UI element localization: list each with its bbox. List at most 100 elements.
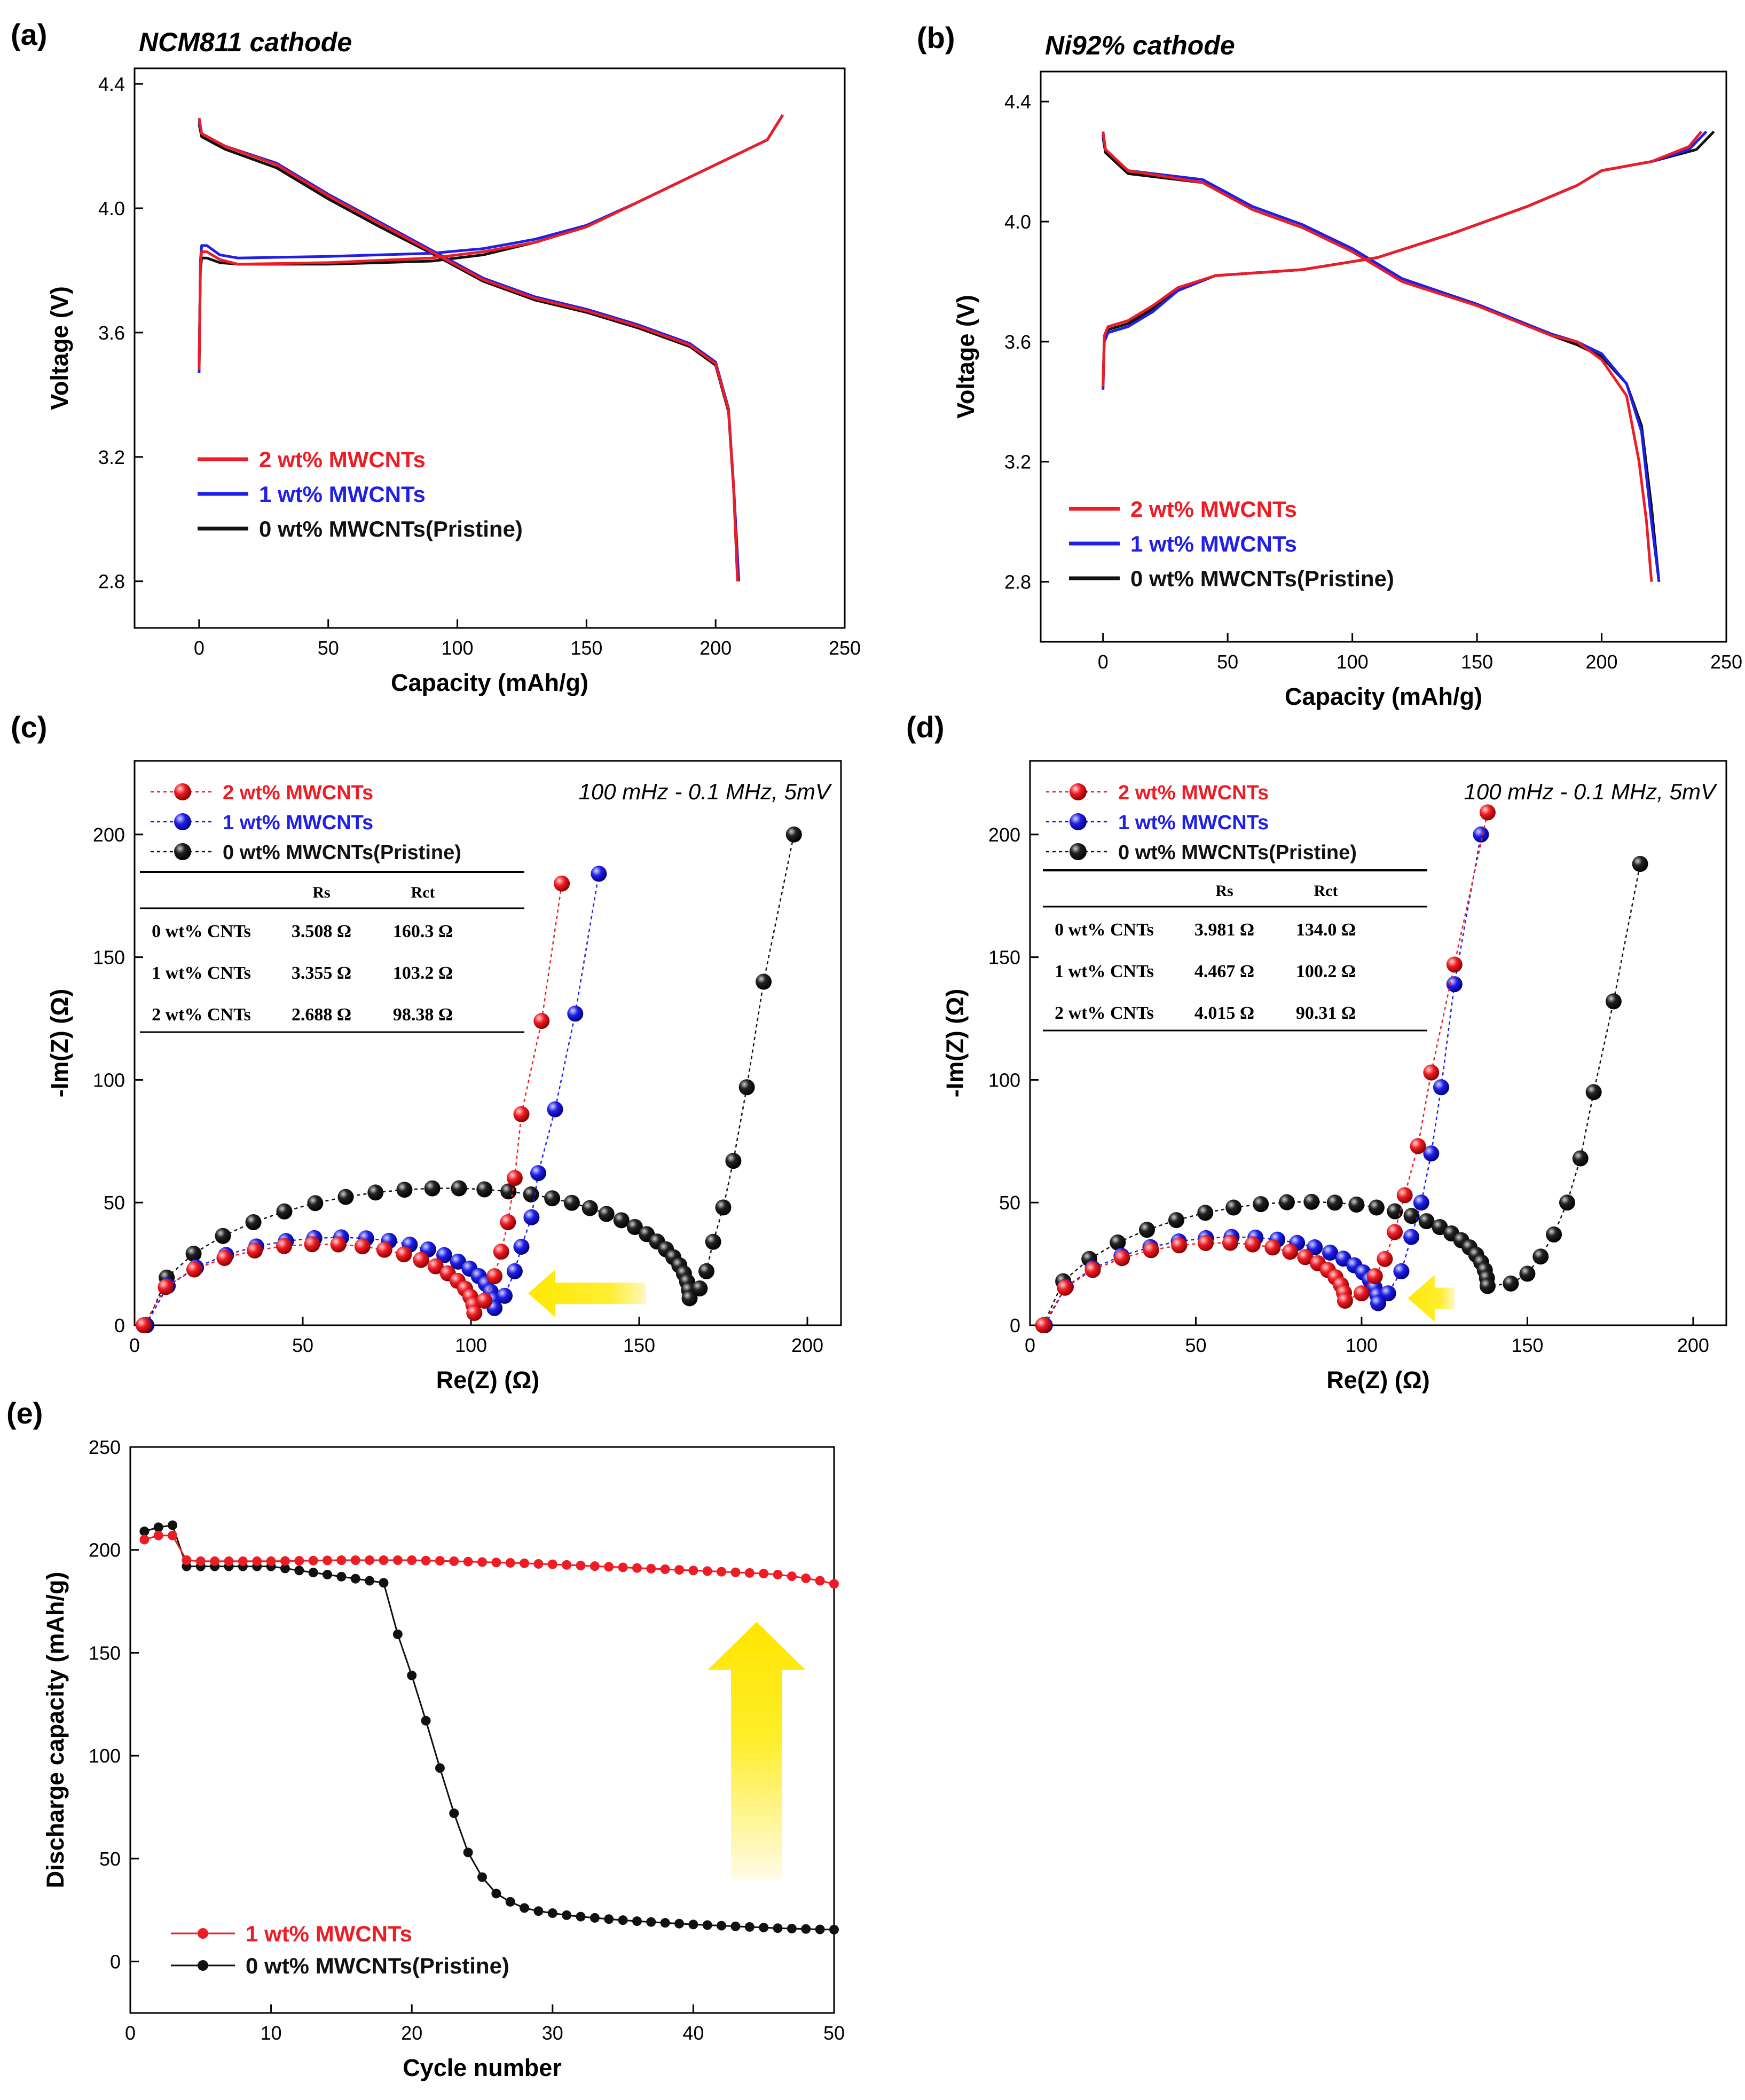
data-point-black — [1387, 1203, 1403, 1220]
panel-label: (c) — [11, 710, 47, 744]
table-header: Rs — [1215, 882, 1233, 900]
data-point-black — [1278, 1194, 1295, 1210]
data-point-blue — [506, 1263, 523, 1279]
y-tick-label: 2.8 — [98, 571, 125, 593]
panel-b: 0 50 100 150 200 250 2.8 3.2 3.6 4.0 4.4 Capacity (… — [917, 21, 1742, 710]
data-point-black — [1326, 1194, 1343, 1211]
data-point-blue — [1433, 1079, 1449, 1096]
data-point-blue — [513, 1238, 530, 1255]
data-point-blue — [1322, 1244, 1339, 1261]
data-point-red — [787, 1571, 797, 1582]
x-tick-label: 0 — [125, 2022, 136, 2044]
data-point-black — [759, 1923, 769, 1933]
panel-title: Ni92% cathode — [1045, 30, 1235, 60]
series-line-red — [144, 1535, 835, 1585]
y-axis-label: -Im(Z) (Ω) — [46, 989, 73, 1098]
y-tick-label: 3.2 — [98, 446, 125, 468]
data-point-red — [323, 1555, 333, 1566]
data-point-black — [463, 1847, 473, 1858]
data-point-red — [730, 1567, 741, 1577]
data-point-red — [1197, 1235, 1214, 1252]
data-point-black — [738, 1079, 755, 1096]
x-tick-label: 250 — [829, 637, 861, 659]
series-line-black — [144, 1524, 835, 1931]
x-tick-label: 200 — [791, 1334, 823, 1356]
data-point-black — [773, 1923, 783, 1933]
data-point-black — [544, 1190, 561, 1207]
data-point-blue — [1370, 1295, 1386, 1311]
y-tick-label: 0 — [114, 1315, 125, 1336]
data-point-blue — [567, 1005, 584, 1022]
data-point-black — [674, 1918, 685, 1929]
y-tick-label: 150 — [89, 1642, 121, 1664]
data-point-red — [815, 1576, 825, 1586]
data-point-black — [1253, 1196, 1269, 1213]
data-point-red — [216, 1249, 233, 1266]
data-point-red — [1244, 1236, 1261, 1253]
legend-marker-black — [1070, 843, 1087, 860]
data-point-black — [533, 1906, 544, 1916]
data-point-black — [598, 1206, 615, 1222]
data-point-black — [421, 1716, 431, 1726]
y-tick-label: 200 — [988, 824, 1020, 846]
x-tick-label: 50 — [1185, 1334, 1206, 1356]
data-point-red — [336, 1555, 347, 1565]
data-point-black — [1519, 1265, 1536, 1282]
data-point-red — [168, 1530, 178, 1540]
y-axis-label: Voltage (V) — [952, 295, 979, 419]
data-point-black — [730, 1921, 741, 1931]
data-point-red — [506, 1170, 523, 1186]
data-point-red — [304, 1236, 320, 1253]
data-point-black — [787, 1923, 797, 1933]
data-point-red — [477, 1557, 487, 1567]
shift-arrow — [528, 1270, 646, 1317]
data-point-black — [337, 1189, 354, 1205]
table-row-label: 2 wt% CNTs — [152, 1005, 251, 1025]
data-point-red — [427, 1258, 444, 1275]
data-point-black — [1559, 1194, 1575, 1211]
x-tick-label: 200 — [699, 637, 732, 659]
data-point-red — [153, 1530, 163, 1540]
data-point-red — [224, 1556, 234, 1566]
data-point-black — [715, 1199, 732, 1216]
data-point-red — [1057, 1279, 1073, 1296]
table-cell: 4.015 Ω — [1194, 1003, 1254, 1023]
x-tick-label: 50 — [1217, 651, 1238, 673]
data-point-red — [589, 1561, 600, 1571]
plot-frame — [1040, 70, 1727, 643]
panel-e: 0 10 20 30 40 50 0 50 100 150 200 250 Cycle number Di… — [6, 1396, 845, 2081]
shift-arrow — [1408, 1275, 1455, 1322]
data-point-black — [1403, 1208, 1420, 1224]
y-tick-label: 4.0 — [1004, 211, 1031, 233]
y-tick-label: 50 — [99, 1848, 121, 1870]
data-point-red — [533, 1013, 550, 1029]
table-header: Rs — [312, 884, 330, 901]
data-point-red — [491, 1558, 501, 1568]
data-point-red — [476, 1293, 493, 1309]
data-point-red — [1337, 1293, 1353, 1309]
data-point-blue — [530, 1165, 546, 1182]
data-point-red — [1353, 1285, 1370, 1302]
data-point-black — [1605, 993, 1622, 1010]
data-point-red — [801, 1573, 811, 1583]
data-point-red — [294, 1556, 304, 1566]
data-point-red — [1377, 1250, 1393, 1267]
data-point-black — [280, 1563, 290, 1574]
data-point-red — [773, 1569, 783, 1579]
x-tick-label: 0 — [129, 1334, 140, 1356]
data-point-red — [674, 1565, 685, 1575]
x-tick-label: 50 — [292, 1334, 313, 1356]
x-tick-label: 150 — [570, 637, 602, 659]
discharge-curve-red — [198, 117, 739, 581]
data-point-red — [618, 1562, 628, 1572]
data-point-red — [829, 1579, 839, 1589]
x-tick-label: 200 — [1586, 651, 1618, 673]
x-tick-label: 150 — [1511, 1334, 1543, 1356]
x-axis-label: Capacity (mAh/g) — [391, 669, 588, 696]
x-tick-label: 50 — [318, 637, 339, 659]
panel-c: 0 50 100 150 200 0 50 100 150 200 Re(Z) (Ω) -Im(Z) … — [11, 710, 842, 1394]
data-point-red — [533, 1559, 544, 1569]
y-tick-label: 0 — [110, 1951, 121, 1973]
data-point-black — [1479, 1278, 1496, 1294]
data-point-black — [185, 1245, 202, 1262]
